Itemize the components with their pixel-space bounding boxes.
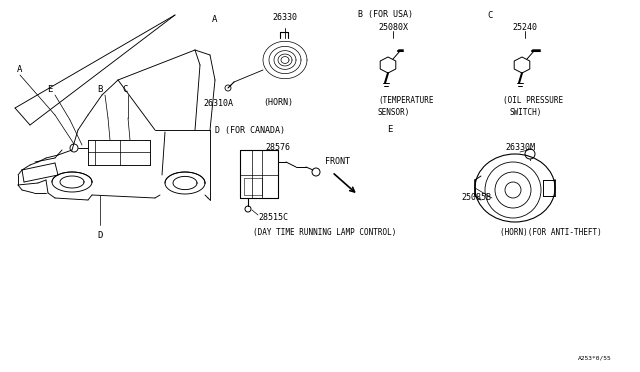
Text: 28576: 28576: [266, 144, 291, 153]
Text: 28515C: 28515C: [258, 214, 288, 222]
Text: FRONT: FRONT: [325, 157, 350, 167]
Text: 25080X: 25080X: [378, 23, 408, 32]
Text: 25085B: 25085B: [461, 193, 491, 202]
Text: (OIL PRESSURE: (OIL PRESSURE: [503, 96, 563, 105]
Text: 26330: 26330: [273, 13, 298, 22]
Text: 26330M: 26330M: [505, 144, 535, 153]
Text: C: C: [122, 86, 128, 94]
Text: 26310A: 26310A: [203, 99, 233, 108]
Text: (HORN): (HORN): [263, 99, 293, 108]
Text: E: E: [387, 125, 393, 135]
Text: D (FOR CANADA): D (FOR CANADA): [215, 125, 285, 135]
Text: C: C: [487, 10, 493, 19]
Text: A: A: [17, 65, 22, 74]
Text: B (FOR USA): B (FOR USA): [358, 10, 413, 19]
Text: SENSOR): SENSOR): [378, 108, 410, 116]
Text: A253*0/55: A253*0/55: [578, 356, 612, 360]
Text: (HORN)(FOR ANTI-THEFT): (HORN)(FOR ANTI-THEFT): [500, 228, 602, 237]
Text: A: A: [212, 16, 218, 25]
Text: (DAY TIME RUNNING LAMP CONTROL): (DAY TIME RUNNING LAMP CONTROL): [253, 228, 396, 237]
Text: D: D: [97, 231, 102, 240]
Text: SWITCH): SWITCH): [510, 108, 542, 116]
Text: B: B: [97, 86, 102, 94]
Text: 25240: 25240: [513, 23, 538, 32]
Text: (TEMPERATURE: (TEMPERATURE: [378, 96, 433, 105]
Text: E: E: [47, 86, 52, 94]
